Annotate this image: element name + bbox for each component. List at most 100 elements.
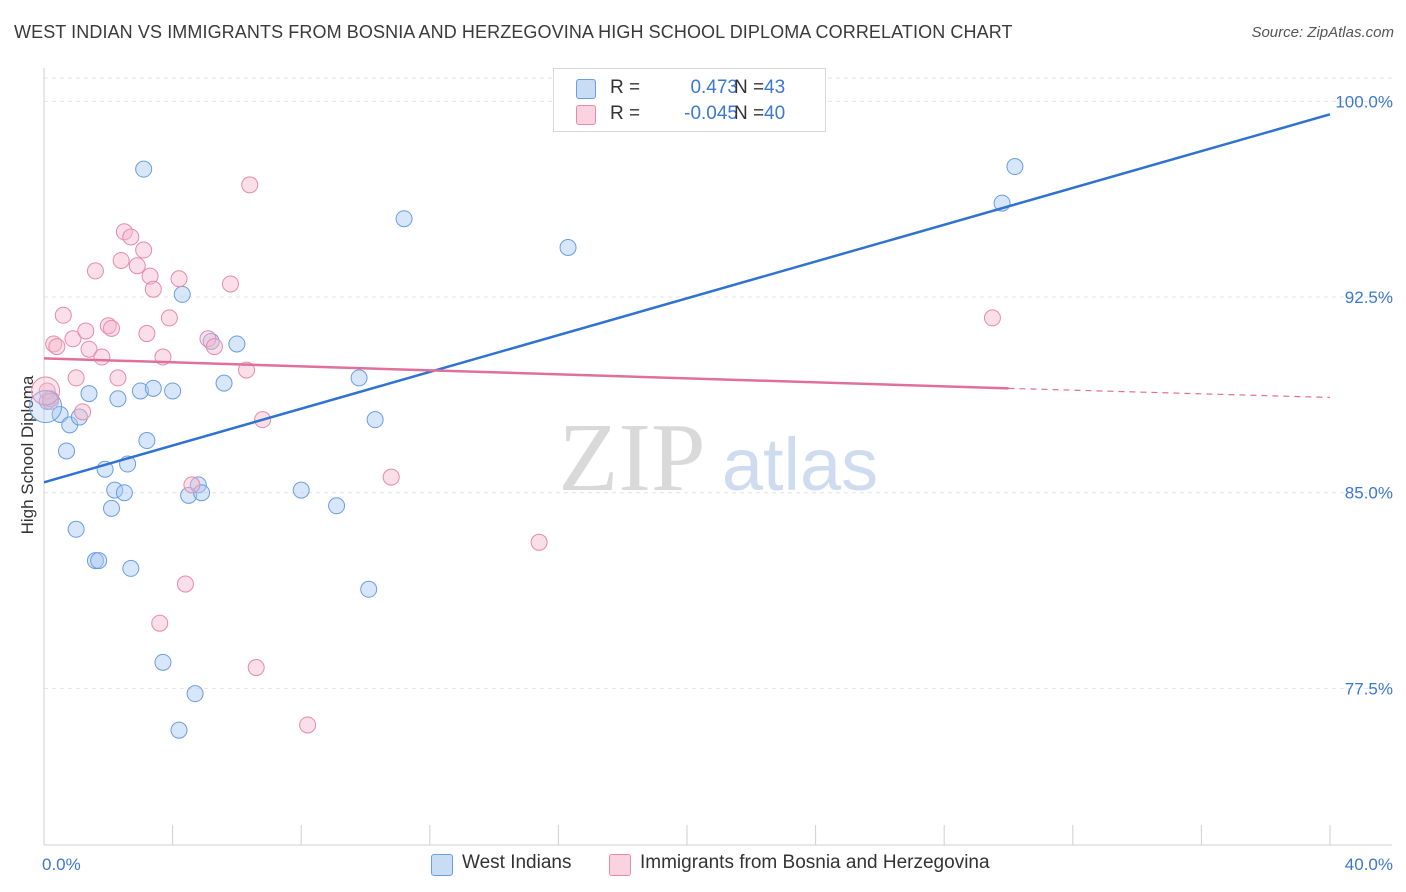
- bosnia-trend-line-extension: [1008, 387, 1331, 399]
- bosnia-point: [128, 257, 146, 275]
- bosnia-point: [299, 716, 317, 734]
- west-indians-point: [90, 552, 108, 570]
- bosnia-point: [80, 340, 98, 358]
- west-indians-point: [395, 210, 413, 228]
- west-indians-point: [228, 335, 246, 353]
- bosnia-point: [48, 338, 66, 356]
- bosnia-point: [170, 270, 188, 288]
- y-tick-label: 92.5%: [1345, 288, 1393, 307]
- west-indians-point: [122, 559, 140, 577]
- west-indians-point: [292, 481, 310, 499]
- bosnia-point: [99, 317, 117, 335]
- bosnia-point: [241, 176, 259, 194]
- bosnia-point: [176, 575, 194, 593]
- bosnia-point: [983, 309, 1001, 327]
- axes: [43, 68, 1392, 846]
- west-indians-point: [29, 390, 63, 424]
- bosnia-point: [141, 267, 159, 285]
- bosnia-point: [86, 262, 104, 280]
- west-indians-point: [1006, 158, 1024, 176]
- y-tick-label: 85.0%: [1345, 484, 1393, 503]
- watermark-zip: ZIP: [559, 404, 706, 512]
- source-label: Source: ZipAtlas.com: [1251, 24, 1394, 41]
- west-indians-point: [366, 411, 384, 429]
- bosnia-trend-line: [43, 357, 1009, 390]
- west-indians-point: [135, 160, 153, 178]
- bosnia-point: [151, 614, 169, 632]
- west-indians-point: [67, 520, 85, 538]
- west-indians-point: [559, 238, 577, 256]
- west-indians-point: [180, 486, 198, 504]
- x-tick-label: 0.0%: [42, 855, 81, 874]
- bottom-legend-label: Immigrants from Bosnia and Herzegovina: [640, 852, 990, 873]
- correlation-legend: R = 0.473 N = 43 R = -0.045 N = 40: [553, 68, 826, 132]
- data-points: [29, 158, 1024, 739]
- bosnia-point: [183, 476, 201, 494]
- legend-n-label: N =: [734, 103, 765, 124]
- bosnia-point: [67, 369, 85, 387]
- bottom-legend-swatch-blue: [431, 854, 453, 876]
- bosnia-point: [144, 280, 162, 298]
- west-indians-point: [186, 685, 204, 703]
- bosnia-point: [205, 338, 223, 356]
- west-indians-point: [70, 408, 88, 426]
- west-indians-point: [103, 499, 121, 517]
- west-indians-point: [170, 721, 188, 739]
- bosnia-point: [54, 306, 72, 324]
- y-tick-label: 77.5%: [1345, 679, 1393, 698]
- west-indians-point: [360, 580, 378, 598]
- bosnia-point: [74, 403, 92, 421]
- bosnia-point: [122, 228, 140, 246]
- legend-n-label: N =: [734, 77, 765, 98]
- west-indians-point: [131, 382, 149, 400]
- watermark-atlas: atlas: [722, 423, 878, 506]
- legend-r-label: R =: [610, 77, 641, 98]
- legend-r-value: -0.045: [684, 103, 738, 124]
- bosnia-point: [135, 241, 153, 259]
- west-indians-trend-line: [43, 113, 1331, 484]
- west-indians-point: [350, 369, 368, 387]
- bosnia-point: [382, 468, 400, 486]
- west-indians-point: [154, 653, 172, 671]
- bosnia-point: [160, 309, 178, 327]
- legend-r-label: R =: [610, 103, 641, 124]
- x-tick-label: 40.0%: [1345, 855, 1393, 874]
- trend-lines: [43, 113, 1331, 484]
- west-indians-point: [215, 374, 233, 392]
- legend-n-value: 43: [764, 77, 786, 98]
- bottom-legend-label: West Indians: [462, 852, 572, 873]
- grid-lines: [44, 77, 1392, 689]
- x-tick-labels: 0.0% 40.0%: [42, 855, 1393, 874]
- bosnia-point: [138, 325, 156, 343]
- west-indians-point: [80, 385, 98, 403]
- watermark: ZIP atlas: [559, 404, 879, 512]
- bosnia-point: [247, 659, 265, 677]
- bosnia-point: [77, 322, 95, 340]
- west-indians-point: [328, 497, 346, 515]
- west-indians-point: [144, 379, 162, 397]
- y-tick-labels: 77.5% 85.0% 92.5% 100.0%: [1335, 92, 1393, 698]
- bosnia-point: [103, 319, 121, 337]
- legend-swatch-blue: [576, 79, 596, 99]
- west-indians-point: [115, 484, 133, 502]
- legend-swatch-pink: [576, 105, 596, 125]
- west-indians-point: [173, 285, 191, 303]
- bosnia-point: [45, 335, 63, 353]
- bottom-legend-swatch-pink: [609, 854, 631, 876]
- west-indians-point: [106, 481, 124, 499]
- bosnia-point: [112, 251, 130, 269]
- west-indians-point: [164, 382, 182, 400]
- bosnia-point: [64, 330, 82, 348]
- west-indians-point: [202, 332, 220, 350]
- bosnia-point: [31, 376, 61, 406]
- legend-n-value: 40: [764, 103, 786, 124]
- west-indians-point: [138, 432, 156, 450]
- bosnia-point: [530, 533, 548, 551]
- y-tick-label: 100.0%: [1335, 92, 1393, 111]
- legend-r-value: 0.473: [690, 77, 738, 98]
- bosnia-point: [109, 369, 127, 387]
- chart-title: WEST INDIAN VS IMMIGRANTS FROM BOSNIA AN…: [14, 22, 1013, 42]
- bosnia-point: [221, 275, 239, 293]
- bosnia-point: [93, 348, 111, 366]
